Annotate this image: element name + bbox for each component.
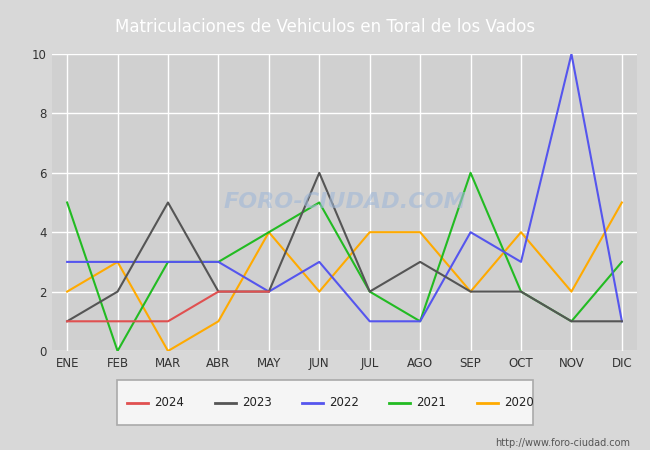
Text: http://www.foro-ciudad.com: http://www.foro-ciudad.com [495,438,630,448]
Text: 2021: 2021 [417,396,447,409]
Text: 2024: 2024 [155,396,185,409]
FancyBboxPatch shape [117,380,533,425]
Text: FORO-CIUDAD.COM: FORO-CIUDAD.COM [223,193,466,212]
Text: Matriculaciones de Vehiculos en Toral de los Vados: Matriculaciones de Vehiculos en Toral de… [115,18,535,36]
Text: 2020: 2020 [504,396,534,409]
Text: 2023: 2023 [242,396,272,409]
Text: 2022: 2022 [329,396,359,409]
